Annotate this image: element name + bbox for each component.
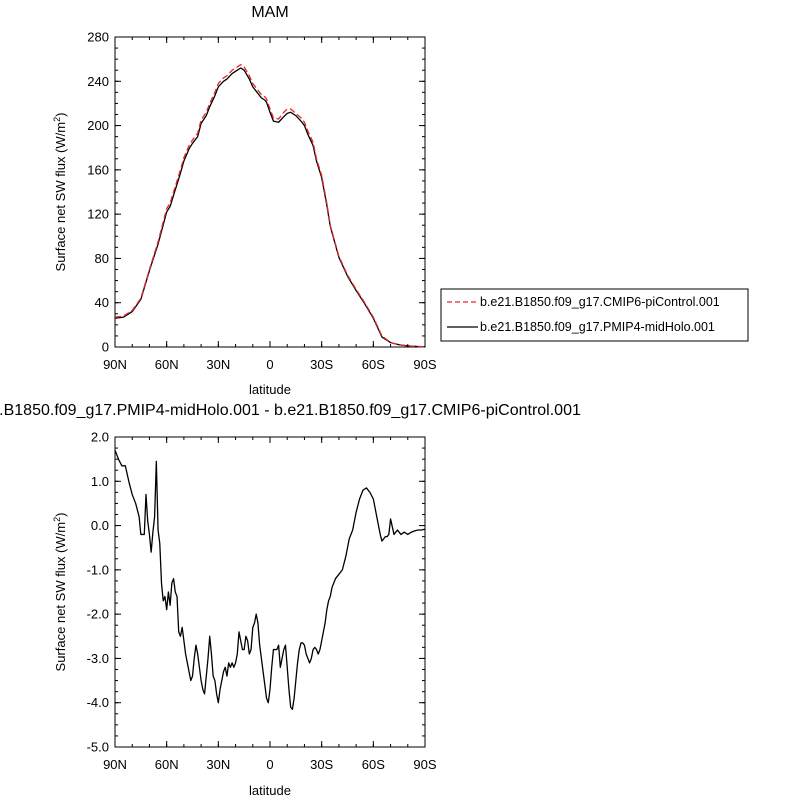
top-y-tick-label: 120 [87,207,109,222]
legend-label-picontrol: b.e21.B1850.f09_g17.CMIP6-piControl.001 [480,295,720,309]
bottom-y-tick-label: 1.0 [91,474,109,489]
top-legend: b.e21.B1850.f09_g17.CMIP6-piControl.001 … [440,288,749,342]
bottom-x-axis: 90N 60N 30N 0 30S 60S 90S [103,437,437,772]
top-x-axis: 90N 60N 30N 0 30S 60S 90S [103,37,437,372]
bottom-x-axis-label: latitude [249,783,291,798]
top-series-line-1 [114,67,426,348]
bottom-y-tick-label: 0.0 [91,518,109,533]
top-y-tick-label: 240 [87,74,109,89]
top-x-tick-label: 30S [310,357,333,372]
bottom-x-tick-label: 60N [155,757,179,772]
top-x-tick-label: 60S [362,357,385,372]
bottom-x-tick-label: 30N [206,757,230,772]
top-y-axis-label: Surface net SW flux (W/m2) [52,113,68,272]
legend-label-midholo: b.e21.B1850.f09_g17.PMIP4-midHolo.001 [480,320,715,334]
bottom-x-tick-label: 0 [266,757,273,772]
bottom-y-axis: 2.0 1.0 0.0 -1.0 -2.0 -3.0 -4.0 -5.0 [87,430,425,755]
top-title: MAM [251,4,288,21]
top-x-axis-label: latitude [249,382,291,397]
top-panel: MAM 0 40 80 120 160 200 240 280 90N 60N 30N 0 30S 60… [52,4,749,397]
top-y-tick-label: 280 [87,30,109,45]
bottom-y-axis-label: Surface net SW flux (W/m2) [52,513,68,672]
bottom-series-group [114,450,426,711]
bottom-y-tick-label: -3.0 [87,651,109,666]
bottom-y-tick-label: -1.0 [87,562,109,577]
top-y-tick-label: 0 [102,340,109,355]
top-x-tick-label: 90S [413,357,436,372]
top-series-line-0 [114,64,426,348]
top-y-tick-label: 80 [95,251,109,266]
bottom-x-tick-label: 60S [362,757,385,772]
top-x-tick-label: 60N [155,357,179,372]
bottom-series-line-0 [114,450,426,711]
bottom-x-tick-label: 90S [413,757,436,772]
top-plot-frame [114,36,426,348]
top-x-tick-label: 30N [206,357,230,372]
bottom-panel: b.e21.B1850.f09_g17.PMIP4-midHolo.001 - … [0,402,581,798]
bottom-y-tick-label: -5.0 [87,740,109,755]
bottom-x-tick-label: 30S [310,757,333,772]
bottom-x-tick-label: 90N [103,757,127,772]
top-series-group [114,64,426,348]
top-y-tick-label: 160 [87,162,109,177]
top-y-tick-label: 200 [87,118,109,133]
top-x-tick-label: 90N [103,357,127,372]
top-y-tick-label: 40 [95,295,109,310]
bottom-y-tick-label: -2.0 [87,607,109,622]
bottom-y-tick-label: 2.0 [91,430,109,445]
top-x-tick-label: 0 [266,357,273,372]
bottom-y-tick-label: -4.0 [87,695,109,710]
bottom-plot-frame [114,436,426,748]
bottom-title: b.e21.B1850.f09_g17.PMIP4-midHolo.001 - … [0,402,581,419]
legend-box [440,288,749,342]
top-y-axis: 0 40 80 120 160 200 240 280 [87,30,425,355]
